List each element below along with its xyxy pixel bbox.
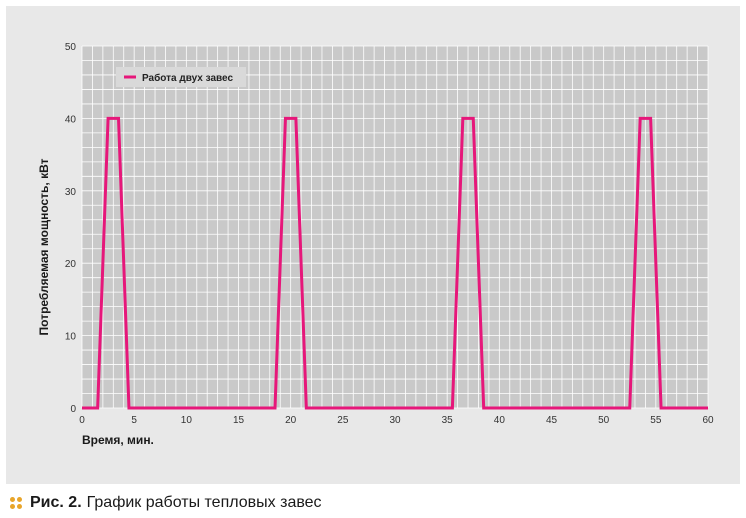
y-tick-label: 0 (70, 404, 76, 415)
x-tick-label: 60 (702, 415, 714, 426)
x-tick-label: 55 (650, 415, 662, 426)
power-consumption-chart: 0 5 10 15 20 25 30 35 40 45 50 55 60 0 10 20 30 40 50 Раб… (37, 42, 714, 447)
x-tick-label: 35 (442, 415, 454, 426)
y-tick-label: 20 (65, 259, 77, 270)
x-tick-labels: 0 5 10 15 20 25 30 35 40 45 50 55 60 (79, 415, 714, 426)
caption-label: Рис. 2. (30, 494, 82, 511)
x-tick-label: 30 (389, 415, 401, 426)
x-tick-label: 15 (233, 415, 245, 426)
x-tick-label: 50 (598, 415, 610, 426)
x-axis-title: Время, мин. (82, 433, 154, 447)
x-tick-label: 20 (285, 415, 297, 426)
y-tick-label: 40 (65, 114, 77, 125)
caption-text: График работы тепловых завес (86, 494, 322, 511)
series-line (82, 116, 708, 410)
legend-box (116, 67, 246, 87)
chart-panel: 0 5 10 15 20 25 30 35 40 45 50 55 60 0 10 20 30 40 50 Раб… (6, 6, 740, 484)
figure-caption: Рис. 2. График работы тепловых завес (10, 491, 322, 515)
x-tick-label: 40 (494, 415, 506, 426)
y-axis-title: Потребляемая мощность, кВт (37, 158, 51, 335)
x-tick-label: 10 (181, 415, 193, 426)
x-tick-label: 5 (131, 415, 137, 426)
y-tick-label: 10 (65, 332, 77, 343)
x-tick-label: 25 (337, 415, 349, 426)
legend-label: Работа двух завес (142, 72, 233, 84)
y-tick-labels: 0 10 20 30 40 50 (65, 42, 77, 415)
x-tick-label: 45 (546, 415, 558, 426)
x-tick-label: 0 (79, 415, 85, 426)
y-tick-label: 50 (65, 42, 77, 53)
legend: Работа двух завес (116, 67, 246, 87)
caption-dots-icon (10, 497, 22, 509)
grid-minor (81, 45, 709, 409)
y-tick-label: 30 (65, 187, 77, 198)
